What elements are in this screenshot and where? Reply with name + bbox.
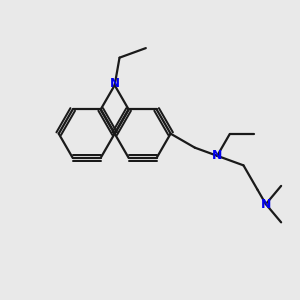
- Text: N: N: [212, 149, 222, 162]
- Text: N: N: [110, 77, 120, 90]
- Text: N: N: [261, 198, 271, 211]
